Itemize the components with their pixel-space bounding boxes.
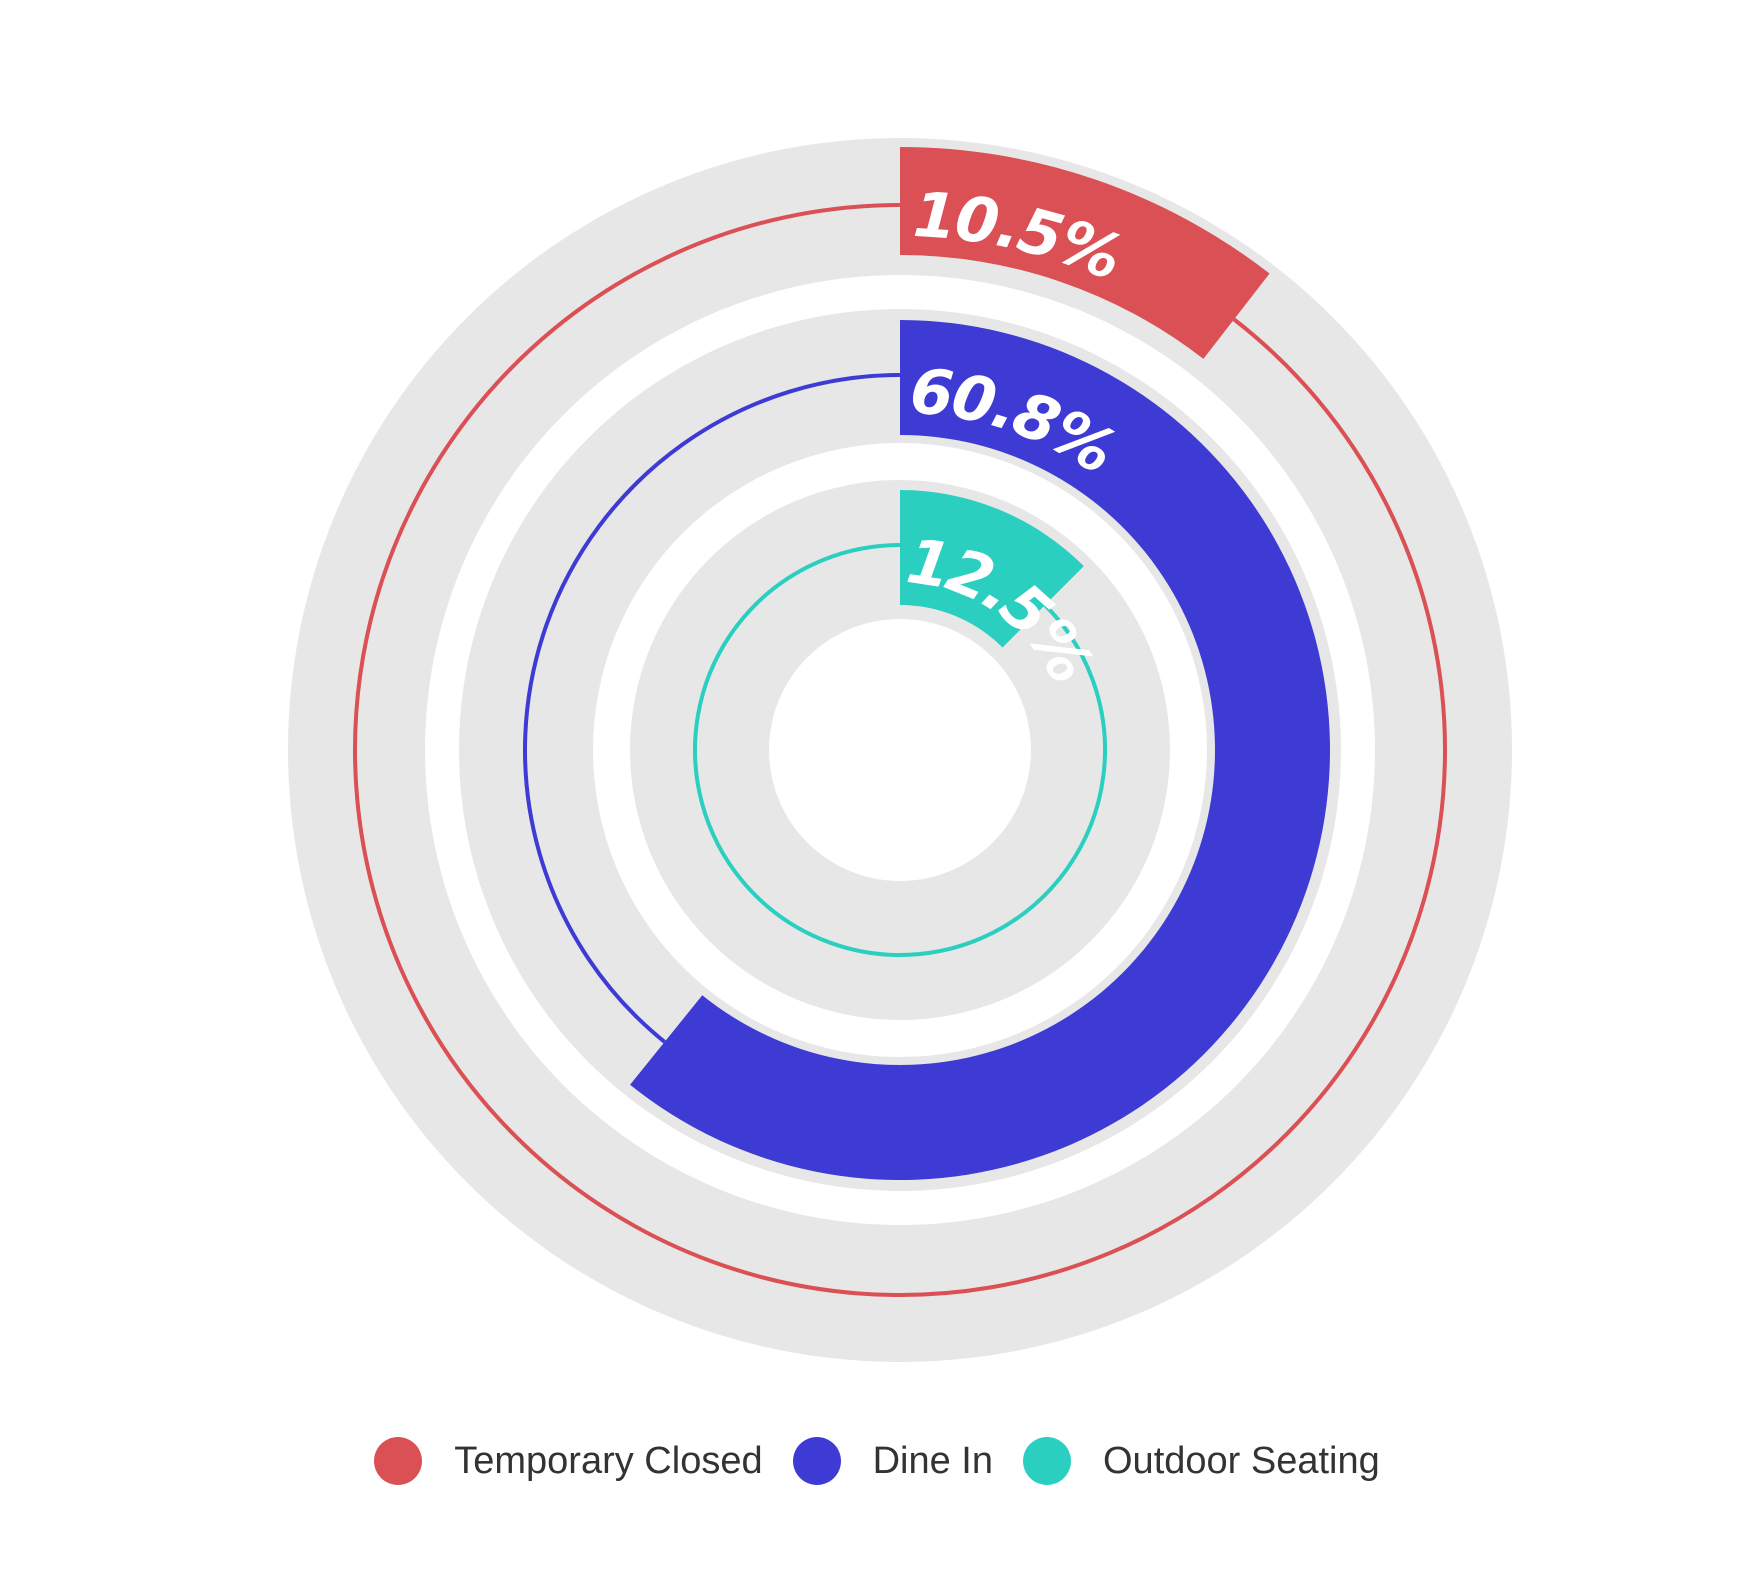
legend-item-temporary-closed[interactable]: Temporary Closed (374, 1437, 763, 1485)
guide-line-temporary-closed (353, 203, 1447, 1297)
legend: Temporary Closed Dine In Outdoor Seating (0, 1426, 1754, 1496)
guide-line-outdoor-seating (693, 543, 1107, 957)
ring-guide-lines (353, 203, 1447, 1297)
legend-label: Outdoor Seating (1103, 1439, 1380, 1482)
legend-item-dine-in[interactable]: Dine In (792, 1437, 993, 1485)
bar-outdoor-seating[interactable] (900, 490, 1084, 648)
guide-line-dine-in (523, 373, 900, 1044)
ring-bars (630, 147, 1330, 1180)
bar-temporary-closed[interactable] (900, 147, 1270, 359)
bar-dine-in[interactable] (630, 320, 1330, 1180)
legend-label: Temporary Closed (454, 1439, 763, 1482)
legend-swatch-icon (792, 1437, 841, 1485)
legend-item-outdoor-seating[interactable]: Outdoor Seating (1023, 1437, 1380, 1485)
track-dine-in (459, 309, 1341, 1191)
legend-swatch-icon (1023, 1437, 1071, 1485)
legend-label: Dine In (872, 1439, 993, 1482)
legend-swatch-icon (374, 1437, 423, 1485)
